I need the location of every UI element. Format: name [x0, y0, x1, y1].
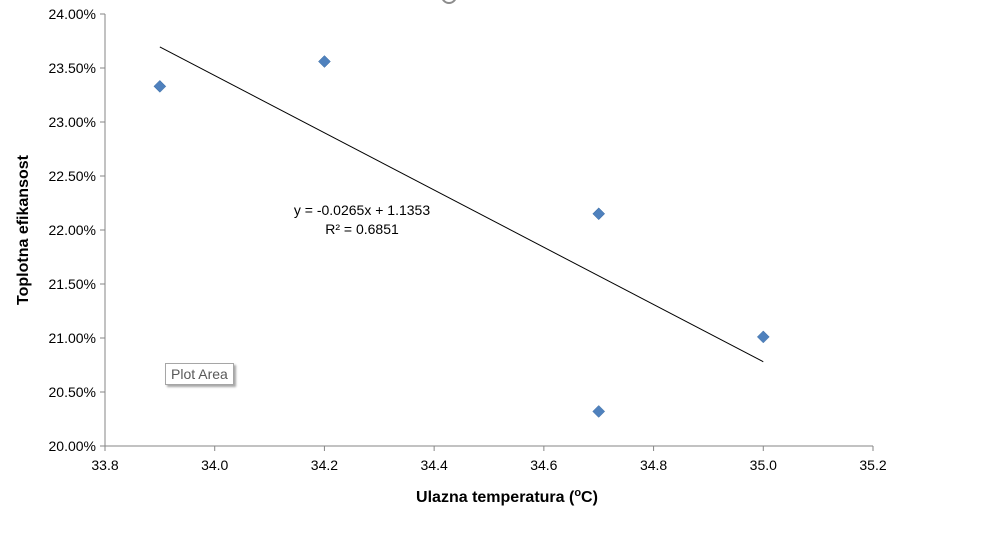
linear-trendline[interactable]	[159, 46, 764, 363]
x-tick-label: 34.0	[201, 457, 228, 473]
y-tick-label: 21.50%	[49, 276, 96, 292]
y-tick-label: 24.00%	[49, 6, 96, 22]
x-tick-label: 34.2	[311, 457, 338, 473]
data-point-diamond[interactable]	[592, 405, 606, 418]
y-tick-label: 20.00%	[49, 438, 96, 454]
y-tick-label: 21.00%	[49, 330, 96, 346]
x-tick-label: 34.4	[421, 457, 448, 473]
x-tick-label: 34.6	[530, 457, 557, 473]
x-axis-title-end: C)	[581, 489, 598, 506]
tick-labels: 20.00% 20.50% 21.00% 21.50% 22.00% 22.50% 23.0…	[49, 6, 887, 473]
data-point-diamond[interactable]	[592, 207, 606, 221]
y-tick-label: 20.50%	[49, 384, 96, 400]
trendline-equation[interactable]: y = -0.0265x + 1.1353	[294, 202, 430, 218]
x-tick-label: 34.8	[640, 457, 667, 473]
x-axis-title-sup: o	[574, 487, 581, 499]
data-point-diamond[interactable]	[318, 55, 331, 68]
y-tick-label: 23.50%	[49, 60, 96, 76]
trendline-r-squared[interactable]: R² = 0.6851	[325, 221, 399, 237]
x-tick-label: 35.2	[859, 457, 886, 473]
x-axis-title[interactable]: Ulazna temperatura (oC)	[416, 487, 598, 506]
trendline-layer	[159, 46, 764, 363]
selection-handle-icon[interactable]	[442, 0, 456, 4]
data-point-diamond[interactable]	[756, 330, 770, 344]
y-tick-label: 22.00%	[49, 222, 96, 238]
x-tick-label: 33.8	[91, 457, 118, 473]
x-tick-label: 35.0	[750, 457, 777, 473]
y-tick-label: 22.50%	[49, 168, 96, 184]
data-point-diamond[interactable]	[153, 80, 167, 93]
y-axis-title[interactable]: Toplotna efikansost	[15, 154, 32, 305]
plot-area-tooltip: Plot Area	[165, 363, 234, 385]
axes	[100, 13, 874, 451]
y-tick-label: 23.00%	[49, 114, 96, 130]
x-axis-title-main: Ulazna temperatura (	[416, 489, 575, 506]
data-points[interactable]	[153, 55, 770, 418]
